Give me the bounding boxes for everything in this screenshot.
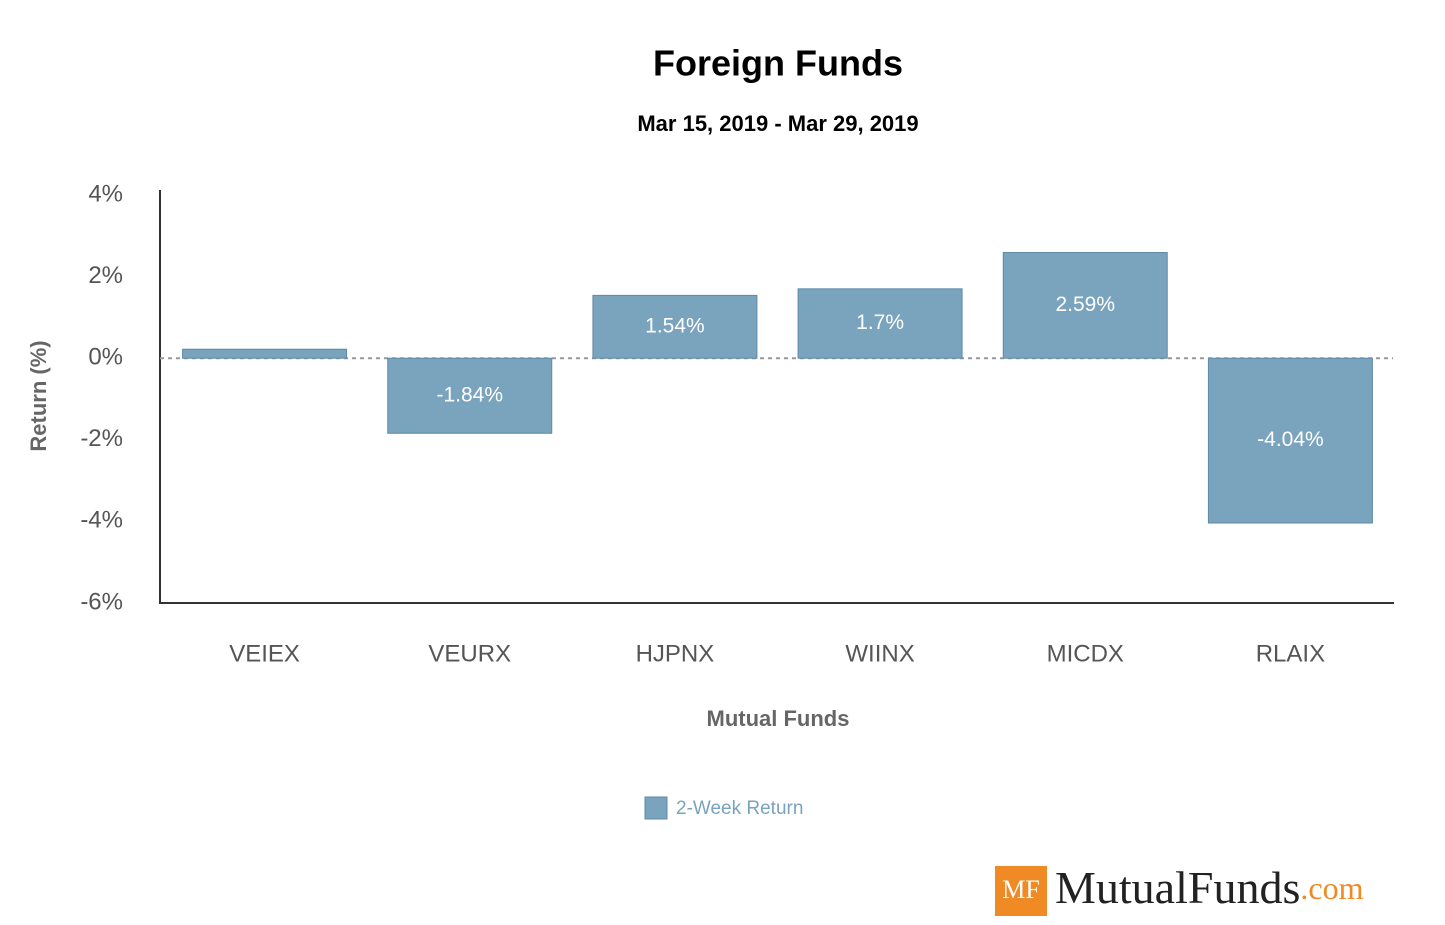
chart-title: Foreign Funds: [653, 43, 903, 84]
bar: [387, 357, 553, 434]
y-tick-label: 4%: [88, 180, 123, 207]
x-tick-label: MICDX: [1047, 640, 1124, 667]
logo-badge: [995, 866, 1047, 916]
y-tick-label: -2%: [80, 425, 123, 452]
value-label: 1.7%: [856, 311, 904, 334]
value-label: 1.54%: [645, 314, 705, 337]
x-tick-label: RLAIX: [1256, 640, 1325, 667]
y-tick-label: 2%: [88, 262, 123, 289]
x-tick-label: VEURX: [428, 640, 511, 667]
x-tick-label: HJPNX: [636, 640, 715, 667]
logo-name: MutualFunds.com: [1055, 862, 1364, 913]
value-label: -1.84%: [436, 383, 503, 406]
legend-swatch: [644, 796, 668, 820]
logo-name-text: MutualFunds: [1055, 862, 1300, 913]
bar: [797, 288, 963, 359]
bar: [1002, 252, 1168, 359]
x-axis-title: Mutual Funds: [707, 706, 850, 731]
x-tick-label: WIINX: [845, 640, 914, 667]
logo: MF MutualFunds.com: [995, 862, 1364, 916]
y-axis-title: Return (%): [26, 340, 51, 451]
y-tick-label: -6%: [80, 588, 123, 615]
y-tick-label: -4%: [80, 507, 123, 534]
y-tick-label: 0%: [88, 344, 123, 371]
logo-suffix: .com: [1300, 870, 1363, 906]
chart-subtitle: Mar 15, 2019 - Mar 29, 2019: [637, 111, 918, 136]
x-tick-label: VEIEX: [229, 640, 300, 667]
value-label: 2.59%: [1055, 293, 1115, 316]
logo-badge-text: MF: [1002, 875, 1040, 904]
bar: [1207, 357, 1373, 524]
value-label: -4.04%: [1257, 428, 1324, 451]
bar: [592, 294, 758, 359]
bar: [182, 348, 348, 359]
legend-label: 2-Week Return: [676, 798, 803, 819]
